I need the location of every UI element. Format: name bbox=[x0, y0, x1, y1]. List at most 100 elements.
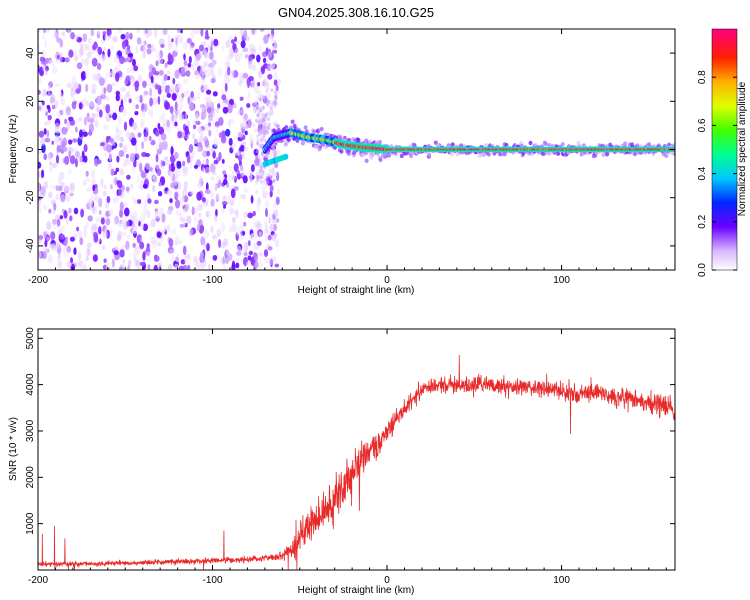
spectrogram-cell bbox=[55, 83, 60, 87]
spectrogram-cell bbox=[225, 249, 230, 256]
spectrogram-cell bbox=[170, 254, 175, 262]
spectrogram-cell bbox=[76, 117, 81, 123]
spectrogram-cell bbox=[236, 257, 240, 262]
colorbar-tick-label: 0.4 bbox=[697, 166, 708, 180]
spectrogram-cell bbox=[160, 133, 167, 141]
spectrogram-cell bbox=[94, 194, 99, 202]
spectrogram-cell bbox=[119, 263, 124, 270]
spectrogram-cell bbox=[47, 114, 52, 121]
spectrogram-cell bbox=[265, 224, 269, 234]
spectrogram-cell bbox=[196, 224, 200, 232]
spectrogram-cell bbox=[209, 46, 213, 52]
spectrogram-cell bbox=[91, 83, 97, 92]
spectrogram-cell bbox=[265, 92, 272, 99]
spectrogram-cell bbox=[152, 97, 158, 107]
spectrogram-cell bbox=[237, 131, 243, 138]
spectrogram-cell bbox=[623, 141, 628, 146]
spectrogram-cell bbox=[38, 89, 41, 95]
spectrogram-cell bbox=[203, 240, 207, 248]
spectrogram-cell bbox=[189, 101, 195, 112]
spectrogram-cell bbox=[127, 259, 132, 267]
colorbar-tick-label: 0.6 bbox=[697, 118, 708, 132]
spectrogram-cell bbox=[116, 155, 120, 163]
spectrogram-cell bbox=[96, 159, 102, 165]
spectrogram-cell bbox=[115, 94, 121, 102]
spectrogram-cell bbox=[211, 171, 217, 176]
spectrogram-cell bbox=[376, 140, 381, 145]
spectrogram-cell bbox=[240, 193, 246, 200]
spectrogram-cell bbox=[213, 138, 219, 148]
spectrogram-cell bbox=[177, 102, 184, 111]
spectrogram-cell bbox=[54, 100, 59, 109]
spectrogram-cell bbox=[176, 169, 182, 177]
spectrogram-cell bbox=[175, 209, 181, 216]
spectrogram-cell bbox=[142, 183, 148, 189]
spectrogram-cell bbox=[119, 209, 124, 218]
spectrogram-cell bbox=[239, 50, 244, 59]
spectrogram-cell bbox=[224, 83, 228, 92]
spectrogram-cell bbox=[224, 71, 228, 80]
spectrogram-cell bbox=[40, 49, 46, 57]
spectrogram-cell bbox=[204, 189, 211, 195]
spectrogram-cell bbox=[193, 216, 197, 222]
spectrogram-cell bbox=[123, 144, 128, 154]
spectrogram-cell bbox=[79, 129, 83, 138]
spectrogram-cell bbox=[198, 44, 205, 52]
spectrogram-cell bbox=[411, 142, 416, 147]
spectrogram-cell bbox=[119, 142, 123, 148]
spectrogram-cell bbox=[111, 82, 116, 87]
spectrogram-ytick-label: 40 bbox=[25, 47, 36, 59]
spectrogram-cell bbox=[48, 164, 53, 173]
spectrogram-cell bbox=[63, 186, 70, 192]
spectrogram-cell bbox=[38, 181, 41, 191]
spectrogram-cell bbox=[256, 240, 262, 246]
spectrogram-cell bbox=[204, 123, 210, 132]
spectrogram-cell bbox=[200, 65, 205, 70]
spectrogram-cell bbox=[180, 29, 183, 34]
spectrogram-cell bbox=[221, 45, 225, 52]
spectrogram-cell bbox=[126, 174, 131, 180]
spectrogram-cell bbox=[212, 91, 218, 97]
spectrogram-cell bbox=[240, 144, 245, 152]
spectrogram-cell bbox=[166, 70, 171, 75]
spectrogram-cell bbox=[173, 151, 179, 160]
spectrogram-cell bbox=[282, 138, 287, 143]
spectrogram-cell bbox=[60, 181, 65, 188]
spectrogram-cell bbox=[142, 251, 146, 261]
spectrogram-cell bbox=[56, 37, 62, 43]
spectrogram-cell bbox=[162, 122, 166, 131]
spectrogram-xtick-label: 0 bbox=[384, 275, 390, 286]
spectrogram-cell bbox=[239, 232, 243, 242]
spectrogram-cell bbox=[238, 224, 245, 233]
spectrogram-cell bbox=[206, 89, 212, 95]
spectrogram-cell bbox=[48, 60, 52, 65]
spectrogram-cell bbox=[209, 51, 214, 60]
spectrogram-cell bbox=[275, 84, 279, 92]
spectrogram-cell bbox=[216, 175, 221, 183]
spectrogram-cell bbox=[140, 236, 143, 243]
spectrogram-cell bbox=[217, 67, 223, 77]
spectrogram-cell bbox=[211, 234, 218, 240]
spectrogram-cell bbox=[258, 168, 262, 173]
spectrogram-cell bbox=[188, 56, 192, 64]
spectrogram-cell bbox=[173, 162, 177, 168]
spectrogram-cell bbox=[48, 208, 52, 214]
spectrogram-cell bbox=[187, 63, 192, 68]
spectrogram-cell bbox=[50, 94, 56, 104]
spectrogram-cell bbox=[42, 89, 48, 97]
spectrogram-cell bbox=[201, 261, 205, 269]
spectrogram-cell bbox=[44, 29, 51, 33]
spectrogram-cell bbox=[222, 195, 227, 202]
spectrogram-cell bbox=[273, 209, 279, 218]
spectrogram-cell bbox=[131, 137, 137, 146]
spectrogram-cell bbox=[98, 109, 103, 118]
spectrogram-cell bbox=[44, 137, 51, 143]
spectrogram-cell bbox=[155, 144, 159, 151]
spectrogram-cell bbox=[170, 145, 174, 156]
spectrogram-cell bbox=[49, 161, 53, 166]
spectrogram-cell bbox=[303, 125, 308, 130]
spectrogram-cell bbox=[556, 151, 561, 156]
spectrogram-cell bbox=[183, 53, 186, 61]
spectrogram-cell bbox=[114, 65, 120, 71]
spectrogram-cell bbox=[52, 66, 58, 75]
